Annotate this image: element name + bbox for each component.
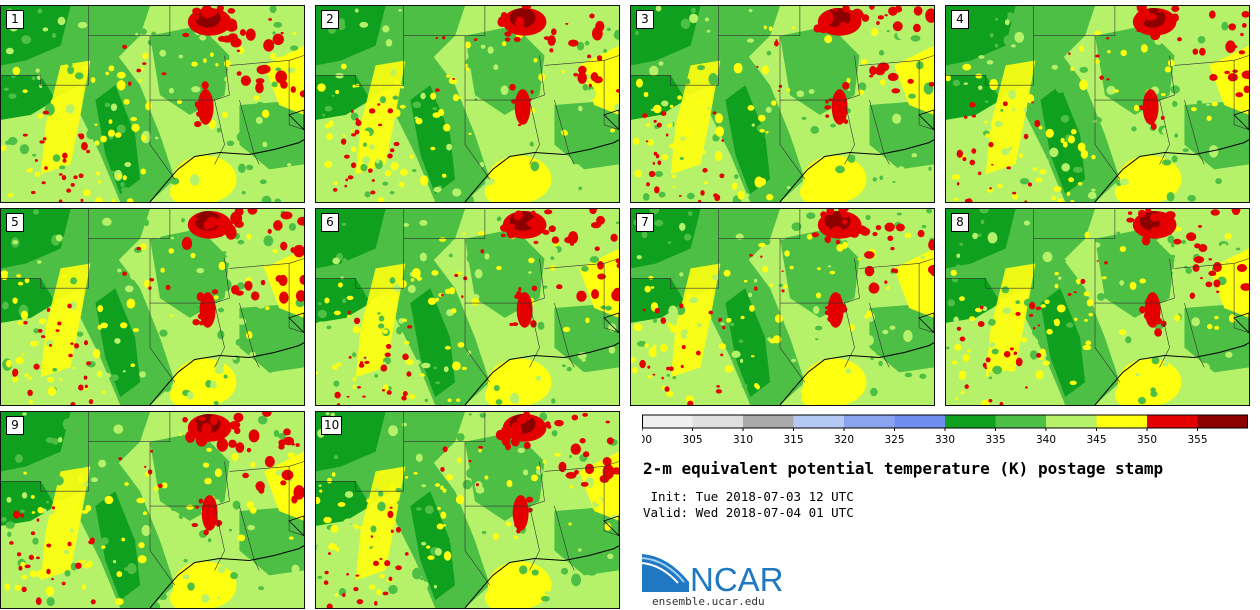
colorbar-tick-label: 355 [1187, 434, 1207, 446]
ensemble-member-panel: 10 [315, 411, 620, 609]
member-number-label: 9 [6, 416, 24, 435]
ncar-logo: NCAR [642, 554, 784, 594]
chart-title: 2-m equivalent potential temperature (K)… [643, 459, 1164, 478]
colorbar-segment [1096, 415, 1148, 428]
colorbar-segment [894, 415, 946, 428]
member-map [946, 6, 1249, 202]
ensemble-member-panel: 7 [630, 208, 935, 406]
colorbar: 300 305 310 315 320 325 330 335 340 345 350 355 [642, 414, 1248, 446]
colorbar-tick-label: 335 [985, 434, 1005, 446]
logo-text: NCAR [690, 561, 784, 594]
colorbar-segment [743, 415, 794, 428]
site-url: ensemble.ucar.edu [652, 595, 765, 608]
colorbar-tick-label: 345 [1086, 434, 1106, 446]
colorbar-tick-label: 315 [783, 434, 803, 446]
colorbar-tick-label: 320 [834, 434, 854, 446]
ensemble-member-panel: 9 [0, 411, 305, 609]
colorbar-segment [945, 415, 996, 428]
member-map [1, 412, 304, 608]
colorbar-segment [844, 415, 895, 428]
ensemble-member-panel: 6 [315, 208, 620, 406]
member-map [946, 209, 1249, 405]
colorbar-segment [1147, 415, 1198, 428]
colorbar-segment [793, 415, 845, 428]
ensemble-member-panel: 1 [0, 5, 305, 203]
member-number-label: 3 [636, 10, 654, 29]
colorbar-tick-label: 325 [884, 434, 904, 446]
init-time: Init: Tue 2018-07-03 12 UTC [643, 489, 854, 504]
member-number-label: 5 [6, 213, 24, 232]
colorbar-segment [642, 415, 693, 428]
member-number-label: 7 [636, 213, 654, 232]
member-number-label: 1 [6, 10, 24, 29]
colorbar-tick-label: 300 [642, 434, 652, 446]
ensemble-member-panel: 5 [0, 208, 305, 406]
member-map [316, 412, 619, 608]
colorbar-tick-label: 340 [1036, 434, 1056, 446]
ensemble-member-panel: 2 [315, 5, 620, 203]
ensemble-member-panel: 3 [630, 5, 935, 203]
colorbar-tick-label: 350 [1137, 434, 1157, 446]
member-map [316, 6, 619, 202]
member-map [316, 209, 619, 405]
colorbar-segment [692, 415, 744, 428]
valid-time: Valid: Wed 2018-07-04 01 UTC [643, 505, 854, 520]
colorbar-segment [1046, 415, 1097, 428]
member-number-label: 4 [951, 10, 969, 29]
member-number-label: 8 [951, 213, 969, 232]
member-number-label: 6 [321, 213, 339, 232]
colorbar-tick-label: 310 [733, 434, 753, 446]
member-map [631, 6, 934, 202]
member-number-label: 2 [321, 10, 339, 29]
member-number-label: 10 [321, 416, 343, 435]
colorbar-segment [1197, 415, 1248, 428]
colorbar-tick-label: 305 [682, 434, 702, 446]
member-map [1, 6, 304, 202]
member-map [1, 209, 304, 405]
ensemble-member-panel: 4 [945, 5, 1250, 203]
colorbar-segment [995, 415, 1047, 428]
colorbar-tick-label: 330 [935, 434, 955, 446]
ensemble-member-panel: 8 [945, 208, 1250, 406]
member-map [631, 209, 934, 405]
